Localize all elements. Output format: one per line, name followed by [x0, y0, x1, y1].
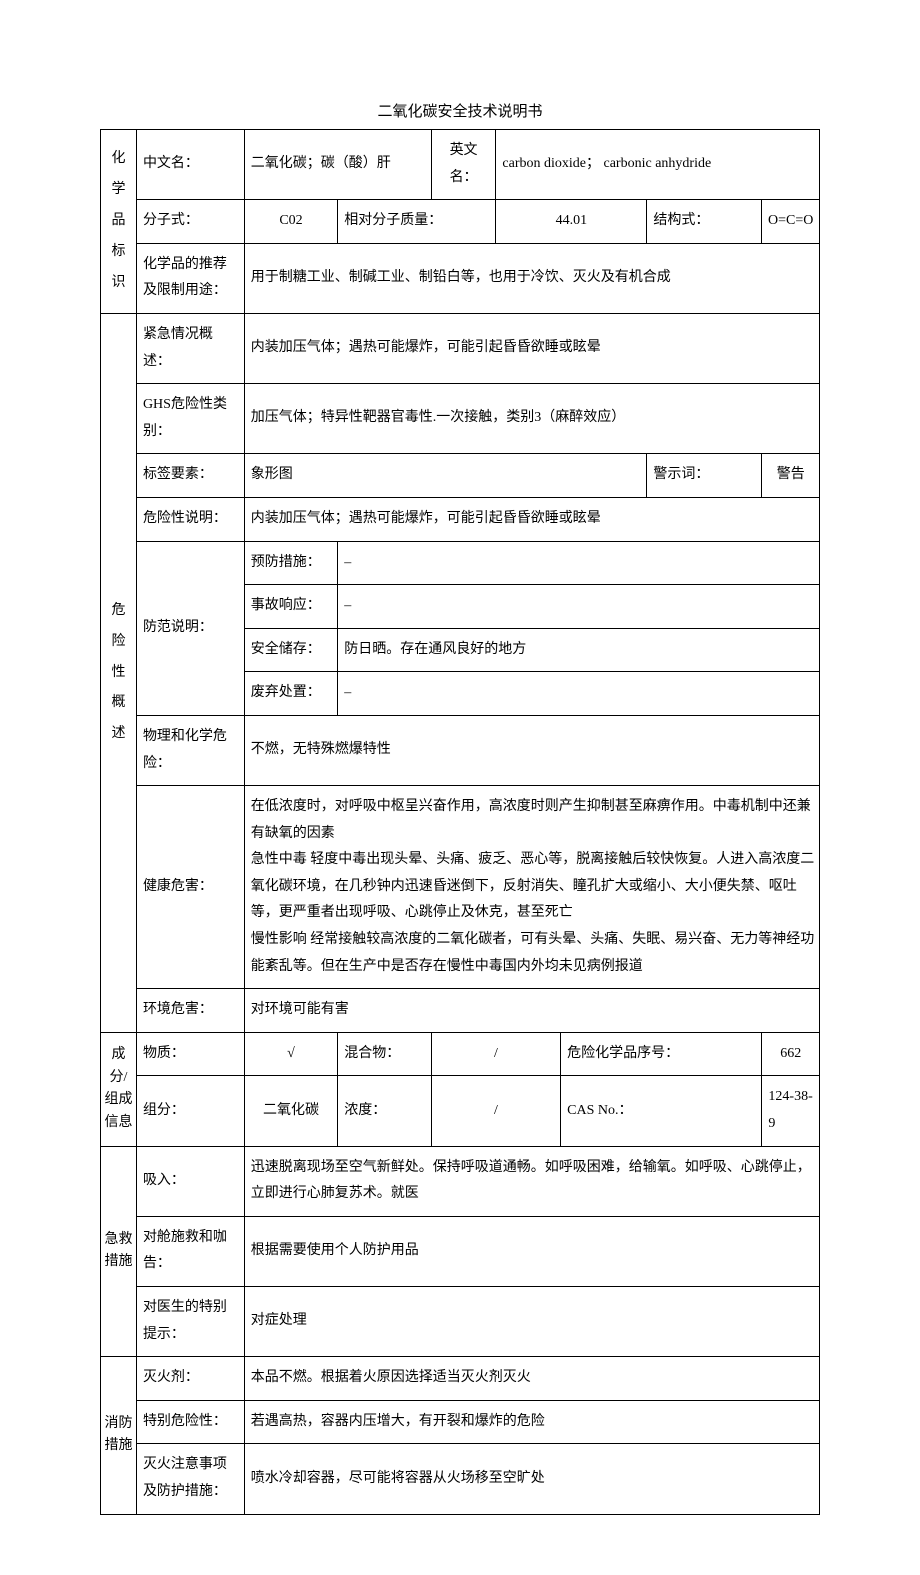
sds-table: 化学品标识 中文名： 二氧化碳；碳（酸）肝 英文名： carbon dioxid…: [100, 129, 820, 1515]
value-hazno: 662: [762, 1032, 820, 1076]
value-substance: √: [244, 1032, 337, 1076]
document-title: 二氧化碳安全技术说明书: [100, 100, 820, 121]
label-cn-name: 中文名：: [136, 130, 244, 200]
value-inhalation: 迅速脱离现场至空气新鲜处。保持呼吸道通畅。如呼吸困难，给输氧。如呼吸、心跳停止，…: [244, 1146, 819, 1216]
label-en-name: 英文名：: [431, 130, 496, 200]
label-cas: CAS No.：: [561, 1076, 762, 1146]
value-specialhaz: 若遇高热，容器内压增大，有开裂和爆炸的危险: [244, 1400, 819, 1444]
label-hazno: 危险化学品序号：: [561, 1032, 762, 1076]
label-env: 环境危害：: [136, 989, 244, 1033]
label-extinguish: 灭火剂：: [136, 1357, 244, 1401]
label-component: 组分：: [136, 1076, 244, 1146]
value-doctor: 对症处理: [244, 1287, 819, 1357]
label-inhalation: 吸入：: [136, 1146, 244, 1216]
label-health: 健康危害：: [136, 786, 244, 989]
label-precaution: 防范说明：: [136, 541, 244, 715]
value-pictogram: 象形图: [244, 454, 647, 498]
value-concentration: /: [431, 1076, 560, 1146]
label-firenote: 灭火注意事项及防护措施：: [136, 1444, 244, 1514]
label-formula: 分子式：: [136, 200, 244, 244]
section-header-fire: 消防措施: [101, 1357, 137, 1514]
value-physchem: 不燃，无特殊燃爆特性: [244, 715, 819, 785]
label-mixture: 混合物：: [338, 1032, 431, 1076]
value-rescuer: 根据需要使用个人防护用品: [244, 1216, 819, 1286]
label-doctor: 对医生的特别提示：: [136, 1287, 244, 1357]
section-header-hazard: 危险性概述: [101, 313, 137, 1032]
value-disposal: –: [338, 672, 820, 716]
value-mixture: /: [431, 1032, 560, 1076]
value-health: 在低浓度时，对呼吸中枢呈兴奋作用，高浓度时则产生抑制甚至麻痹作用。中毒机制中还兼…: [244, 786, 819, 989]
value-storage: 防日晒。存在通风良好的地方: [338, 628, 820, 672]
label-molweight: 相对分子质量：: [338, 200, 496, 244]
label-specialhaz: 特别危险性：: [136, 1400, 244, 1444]
label-storage: 安全储存：: [244, 628, 337, 672]
value-en-name: carbon dioxide； carbonic anhydride: [496, 130, 820, 200]
value-firenote: 喷水冷却容器，尽可能将容器从火场移至空旷处: [244, 1444, 819, 1514]
label-emergency: 紧急情况概述：: [136, 313, 244, 383]
value-prevent: –: [338, 541, 820, 585]
label-prevent: 预防措施：: [244, 541, 337, 585]
section-header-firstaid: 急救措施: [101, 1146, 137, 1357]
value-use: 用于制糖工业、制碱工业、制铅白等，也用于冷饮、灭火及有机合成: [244, 243, 819, 313]
value-env: 对环境可能有害: [244, 989, 819, 1033]
value-signalword: 警告: [762, 454, 820, 498]
label-labelelem: 标签要素：: [136, 454, 244, 498]
label-response: 事故响应：: [244, 585, 337, 629]
label-rescuer: 对舱施救和咖告：: [136, 1216, 244, 1286]
label-structure: 结构式：: [647, 200, 762, 244]
label-use: 化学品的推荐及限制用途：: [136, 243, 244, 313]
label-substance: 物质：: [136, 1032, 244, 1076]
value-emergency: 内装加压气体；遇热可能爆炸，可能引起昏昏欲睡或眩晕: [244, 313, 819, 383]
section-header-composition: 成分/组成信息: [101, 1032, 137, 1146]
value-extinguish: 本品不燃。根据着火原因选择适当灭火剂灭火: [244, 1357, 819, 1401]
section-header-chemical-id: 化学品标识: [101, 130, 137, 314]
value-molweight: 44.01: [496, 200, 647, 244]
label-signalword: 警示词：: [647, 454, 762, 498]
value-structure: O=C=O: [762, 200, 820, 244]
value-cas: 124-38-9: [762, 1076, 820, 1146]
label-hazstmt: 危险性说明：: [136, 497, 244, 541]
value-formula: C02: [244, 200, 337, 244]
label-concentration: 浓度：: [338, 1076, 431, 1146]
label-physchem: 物理和化学危险：: [136, 715, 244, 785]
value-ghs: 加压气体；特异性靶器官毒性.一次接触，类别3（麻醉效应）: [244, 384, 819, 454]
value-hazstmt: 内装加压气体；遇热可能爆炸，可能引起昏昏欲睡或眩晕: [244, 497, 819, 541]
label-ghs: GHS危险性类别：: [136, 384, 244, 454]
value-cn-name: 二氧化碳；碳（酸）肝: [244, 130, 431, 200]
label-disposal: 废弃处置：: [244, 672, 337, 716]
value-component: 二氧化碳: [244, 1076, 337, 1146]
value-response: –: [338, 585, 820, 629]
